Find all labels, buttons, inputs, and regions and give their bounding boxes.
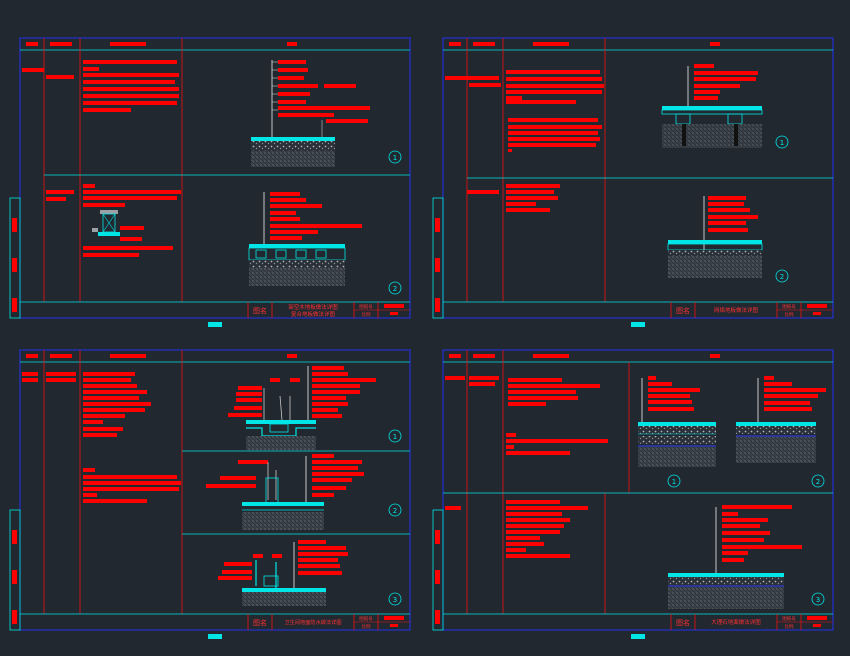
detail-marker: 1 xyxy=(388,150,402,164)
svg-text:2: 2 xyxy=(780,273,784,281)
header-label xyxy=(26,42,38,46)
notes-text-block xyxy=(445,376,608,455)
sleeper-joist-detail xyxy=(92,210,120,236)
floor-section-detail xyxy=(251,60,370,167)
sheet-4: 1 2 xyxy=(432,349,834,639)
sheet-3: 1 2 xyxy=(9,349,411,639)
field-label: 比例 xyxy=(362,623,371,630)
side-tab xyxy=(9,509,21,631)
title-block-label: 图名 xyxy=(676,618,690,627)
svg-text:2: 2 xyxy=(393,507,397,515)
field-label: 比例 xyxy=(362,311,371,318)
drawing-title-sub: 复合地板做法详图 xyxy=(291,310,336,318)
page-tab[interactable] xyxy=(208,634,222,639)
notes-text-block xyxy=(467,184,560,212)
title-block: 图名 卫生间地面防水做法详图 图纸号 比例 xyxy=(247,614,410,630)
sheet-frame xyxy=(442,349,834,631)
title-block-label: 图名 xyxy=(253,306,267,315)
field-label: 图纸号 xyxy=(782,615,796,622)
notes-text-block xyxy=(22,372,181,503)
side-tab xyxy=(9,197,21,319)
detail-marker: 1 xyxy=(667,474,681,488)
title-block: 图名 架空木地板做法详图 复合地板做法详图 图纸号 比例 xyxy=(247,302,410,318)
detail-marker: 3 xyxy=(811,592,825,606)
svg-text:2: 2 xyxy=(393,285,397,293)
svg-text:3: 3 xyxy=(816,596,820,604)
notes-text-block xyxy=(445,500,588,558)
sheet-frame xyxy=(19,349,411,631)
svg-text:2: 2 xyxy=(816,478,820,486)
detail-marker: 2 xyxy=(811,474,825,488)
field-label: 图纸号 xyxy=(359,615,373,622)
notes-text-block xyxy=(445,70,604,152)
detail-marker: 3 xyxy=(388,592,402,606)
stone-floor-detail xyxy=(736,376,826,463)
field-label: 比例 xyxy=(785,623,794,630)
field-label: 比例 xyxy=(785,311,794,318)
drawing-title: 卫生间地面防水做法详图 xyxy=(284,618,341,626)
field-label: 图纸号 xyxy=(359,303,373,310)
notes-text-block xyxy=(22,60,179,112)
svg-text:1: 1 xyxy=(672,478,676,486)
detail-marker: 1 xyxy=(775,135,789,149)
page-tab[interactable] xyxy=(631,634,645,639)
detail-marker: 2 xyxy=(388,503,402,517)
notes-text-block xyxy=(46,184,181,257)
field-label: 图纸号 xyxy=(782,303,796,310)
page-tab[interactable] xyxy=(208,322,222,327)
detail-marker: 2 xyxy=(775,269,789,283)
floor-section-detail xyxy=(667,196,763,278)
sheet-2: 1 2 xyxy=(432,37,834,327)
side-tab xyxy=(432,197,444,319)
svg-text:1: 1 xyxy=(393,154,397,162)
svg-text:1: 1 xyxy=(780,139,784,147)
drawing-title: 大理石地面做法详图 xyxy=(711,618,761,626)
page-tab[interactable] xyxy=(631,322,645,327)
raised-floor-detail xyxy=(661,64,763,148)
title-block: 图名 网络地板做法详图 图纸号 比例 xyxy=(670,302,833,318)
pipe-penetration-detail xyxy=(206,454,364,530)
floor-section-detail xyxy=(248,192,362,286)
sheet-frame xyxy=(19,37,411,319)
svg-text:3: 3 xyxy=(393,596,397,604)
detail-marker: 2 xyxy=(388,281,402,295)
side-tab xyxy=(432,509,444,631)
detail-marker: 1 xyxy=(388,429,402,443)
drawing-title: 网络地板做法详图 xyxy=(714,306,759,314)
title-block: 图名 大理石地面做法详图 图纸号 比例 xyxy=(670,614,833,630)
title-block-label: 图名 xyxy=(676,306,690,315)
header-label xyxy=(287,42,297,46)
header-label xyxy=(110,42,146,46)
drawing-title: 架空木地板做法详图 xyxy=(288,303,338,311)
wall-floor-junction-detail xyxy=(218,540,348,606)
svg-text:1: 1 xyxy=(393,433,397,441)
floor-drain-detail xyxy=(228,366,376,450)
sheet-1: 1 xyxy=(9,37,411,327)
stone-floor-detail xyxy=(638,376,716,467)
title-block-label: 图名 xyxy=(253,618,267,627)
header-label xyxy=(50,42,72,46)
stone-floor-detail xyxy=(668,505,802,609)
